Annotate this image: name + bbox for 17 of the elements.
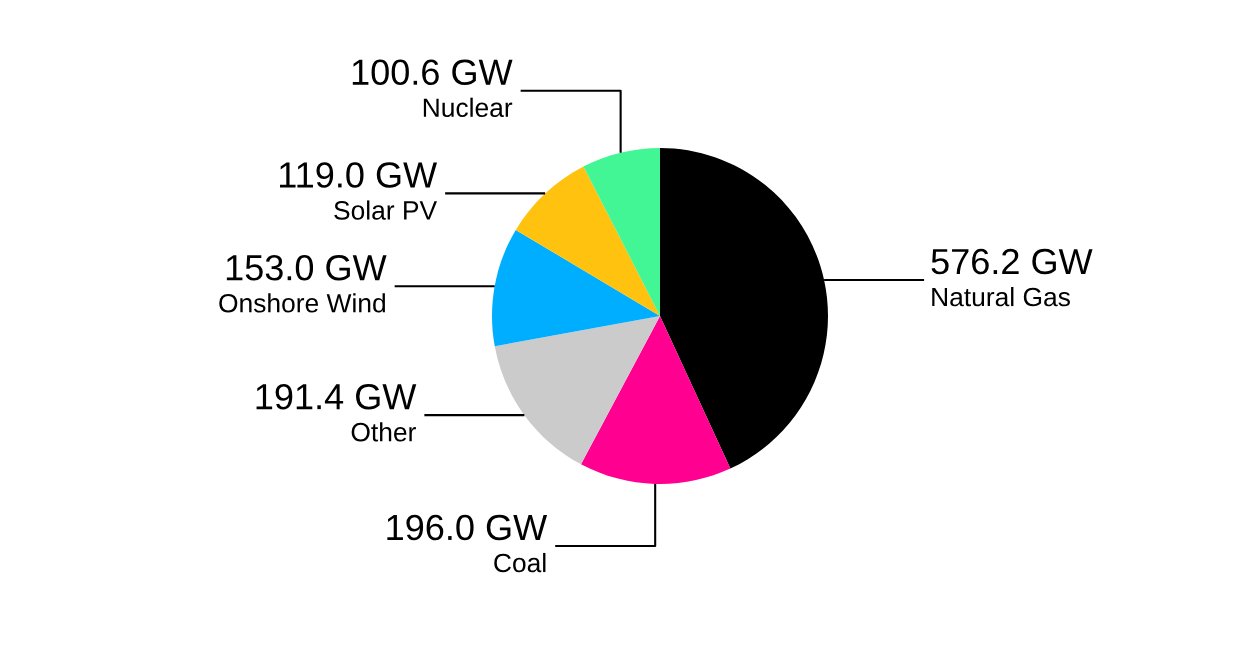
slice-label: Solar PV	[334, 200, 438, 220]
data-label: 196.0 GW	[387, 514, 548, 541]
slice-label: Nuclear	[423, 97, 513, 118]
data-label: 119.0 GW	[279, 162, 438, 188]
pie-slice	[515, 166, 660, 316]
slice-label: Natural Gas	[932, 286, 1070, 307]
slice-label: Onshore Wind	[219, 293, 385, 313]
slice-label: Other	[351, 422, 416, 442]
pie-slice	[583, 148, 660, 316]
slice-label: Coal	[494, 552, 546, 573]
pie-slice	[492, 229, 660, 347]
data-label: 576.2 GW	[931, 248, 1093, 275]
pie-slice	[581, 316, 731, 484]
pie-slice	[494, 316, 660, 465]
data-label: 100.6 GW	[352, 59, 513, 86]
data-label: 153.0 GW	[226, 254, 387, 281]
data-label: 191.4 GW	[256, 383, 417, 410]
